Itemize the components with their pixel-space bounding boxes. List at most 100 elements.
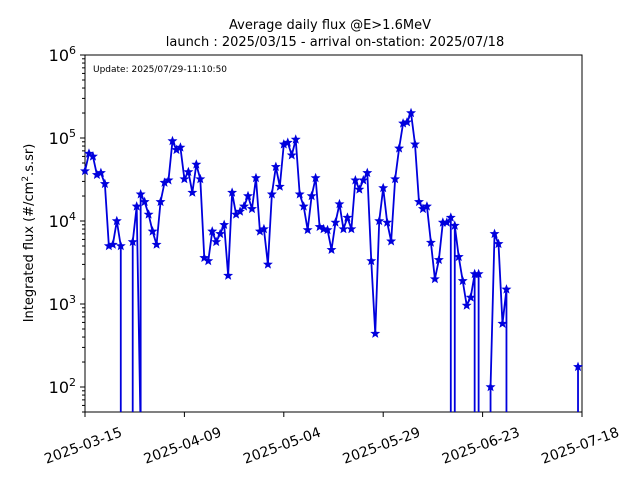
data-point-marker <box>187 187 198 197</box>
data-point-marker <box>223 270 234 280</box>
data-point-marker <box>390 173 401 184</box>
data-point-marker <box>179 173 190 184</box>
data-point-marker <box>354 184 365 194</box>
y-axis-label: Integrated flux (#/cm2.s.sr) <box>21 144 37 323</box>
data-point-marker <box>139 196 150 207</box>
data-point-marker <box>243 190 253 201</box>
data-point-marker <box>406 107 417 118</box>
data-point-marker <box>366 255 377 266</box>
data-point-marker <box>501 284 512 294</box>
data-point-marker <box>425 237 436 247</box>
data-point-marker <box>322 224 333 235</box>
data-point-marker <box>298 201 309 211</box>
data-point-marker <box>262 259 273 269</box>
data-point-marker <box>175 142 186 152</box>
chart-subtitle: launch : 2025/03/15 - arrival on-station… <box>166 35 504 50</box>
data-point-marker <box>457 275 468 286</box>
data-point-marker <box>290 134 301 144</box>
data-point-marker <box>342 212 353 222</box>
data-point-marker <box>310 172 321 183</box>
data-point-marker <box>286 150 297 160</box>
data-point-marker <box>99 178 110 189</box>
data-point-marker <box>489 228 500 239</box>
data-point-marker <box>191 159 202 169</box>
data-point-marker <box>306 190 317 201</box>
data-point-marker <box>429 273 440 284</box>
data-point-marker <box>127 236 138 247</box>
data-point-marker <box>461 300 472 310</box>
y-axis-ticks: 102 103 104 105 106 <box>49 44 85 413</box>
data-point-marker <box>266 189 277 199</box>
data-point-marker <box>421 201 432 211</box>
data-point-marker <box>473 268 484 279</box>
data-point-marker <box>394 143 405 153</box>
data-point-marker <box>282 137 293 147</box>
data-point-marker <box>453 251 464 262</box>
data-point-marker <box>203 255 214 266</box>
data-point-marker <box>573 361 583 372</box>
data-point-marker <box>227 187 238 197</box>
data-point-marker <box>183 166 194 177</box>
data-point-marker <box>497 318 508 328</box>
data-point-marker <box>155 196 166 207</box>
data-point-marker <box>326 244 337 255</box>
data-point-marker <box>135 189 146 199</box>
data-point-marker <box>302 224 313 235</box>
data-point-marker <box>441 217 452 227</box>
data-point-marker <box>215 228 226 239</box>
data-point-marker <box>87 151 98 161</box>
data-point-marker <box>235 206 246 216</box>
data-point-marker <box>239 201 250 211</box>
x-tick-label: 2025-04-09 <box>142 425 224 468</box>
data-point-marker <box>294 189 305 199</box>
data-point-marker <box>147 226 158 236</box>
data-point-marker <box>414 196 424 207</box>
data-point-marker <box>334 198 345 209</box>
data-point-marker <box>80 165 90 176</box>
data-point-marker <box>330 217 341 227</box>
data-point-marker <box>382 217 393 227</box>
data-point-marker <box>167 135 178 146</box>
data-point-marker <box>386 236 397 246</box>
data-point-marker <box>370 328 381 338</box>
data-point-marker <box>219 219 230 230</box>
data-point-marker <box>493 238 504 249</box>
data-point-marker <box>95 167 106 178</box>
data-point-marker <box>362 167 373 178</box>
data-point-marker <box>107 239 118 249</box>
y-tick-label: 102 <box>49 376 76 397</box>
data-point-marker <box>374 215 385 226</box>
data-point-marker <box>131 201 142 211</box>
data-point-marker <box>346 223 357 234</box>
data-point-marker <box>402 116 413 127</box>
data-point-marker <box>449 220 460 230</box>
y-tick-label: 105 <box>49 127 76 148</box>
x-tick-label: 2025-05-29 <box>341 425 423 468</box>
data-point-marker <box>433 254 444 265</box>
series-line <box>85 112 579 412</box>
data-point-marker <box>258 223 269 234</box>
update-note: Update: 2025/07/29-11:10:50 <box>93 65 227 75</box>
data-point-marker <box>111 215 122 226</box>
y-tick-label: 104 <box>49 210 76 231</box>
data-point-marker <box>314 221 325 232</box>
data-point-marker <box>211 236 222 247</box>
data-point-marker <box>378 182 389 193</box>
data-point-marker <box>358 174 369 185</box>
data-point-marker <box>163 174 174 185</box>
data-point-marker <box>151 239 162 249</box>
y-axis-label-tail: .s.sr) <box>22 144 37 176</box>
x-tick-label: 2025-06-23 <box>440 425 522 468</box>
series-markers <box>80 107 583 392</box>
x-axis-ticks: 2025-03-15 2025-04-09 2025-05-04 2025-05-29… <box>42 412 621 468</box>
data-point-marker <box>270 161 281 172</box>
data-point-marker <box>350 174 361 185</box>
y-axis-label-sup: 2 <box>21 176 31 182</box>
y-tick-label: 103 <box>49 293 76 314</box>
data-point-marker <box>195 173 206 184</box>
chart-title: Average daily flux @E>1.6MeV <box>229 18 431 33</box>
x-tick-label: 2025-05-04 <box>241 425 323 468</box>
data-point-marker <box>115 240 126 251</box>
data-point-marker <box>465 292 476 302</box>
